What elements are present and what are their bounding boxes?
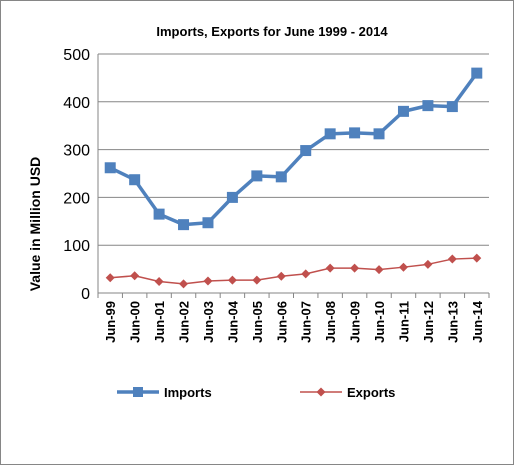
data-point (251, 170, 263, 182)
x-tick-label: Jun-12 (421, 301, 436, 343)
x-tick-label: Jun-03 (201, 301, 216, 343)
data-point (104, 162, 116, 174)
data-point (471, 67, 483, 79)
y-tick-label: 100 (63, 238, 90, 255)
x-tick-label: Jun-02 (177, 301, 192, 343)
data-point (446, 101, 458, 113)
x-tick-label: Jun-05 (250, 301, 265, 343)
y-tick-label: 200 (63, 190, 90, 207)
data-point (203, 276, 213, 286)
data-point (398, 262, 408, 272)
data-point (373, 128, 385, 140)
data-point (325, 263, 335, 273)
x-tick-label: Jun-00 (128, 301, 143, 343)
legend-label: Imports (164, 385, 212, 400)
y-axis-ticks: 0 100 200 300 400 500 (63, 47, 90, 303)
legend-label: Exports (347, 385, 395, 400)
x-tick-label: Jun-99 (103, 301, 118, 343)
x-tick-label: Jun-07 (299, 301, 314, 343)
y-axis-label: Value in Million USD (27, 157, 43, 292)
data-point (350, 263, 360, 273)
data-point (202, 217, 214, 229)
data-point (129, 174, 141, 186)
data-point (275, 171, 287, 183)
data-point (130, 271, 140, 281)
series-line (110, 257, 477, 285)
x-tick-label: Jun-14 (470, 300, 485, 343)
x-tick-label: Jun-10 (372, 301, 387, 343)
x-tick-label: Jun-11 (396, 301, 411, 342)
series-exports (105, 253, 482, 289)
data-point (105, 273, 115, 283)
data-point (324, 128, 336, 140)
data-point (374, 265, 384, 275)
y-tick-label: 300 (63, 143, 90, 160)
series-line (109, 72, 479, 227)
y-tick-label: 500 (63, 47, 90, 64)
data-point (252, 275, 262, 285)
x-tick-label: Jun-06 (274, 301, 289, 343)
x-tick-label: Jun-09 (348, 301, 363, 343)
data-point (349, 127, 361, 139)
x-tick-label: Jun-04 (225, 300, 240, 343)
chart-title: Imports, Exports for June 1999 - 2014 (156, 24, 388, 39)
gridlines (97, 53, 489, 294)
data-point (179, 279, 189, 289)
y-tick-label: 0 (81, 286, 90, 303)
data-point (422, 100, 434, 112)
series-imports (104, 67, 483, 231)
x-tick-label: Jun-13 (445, 301, 460, 343)
data-point (153, 208, 165, 220)
data-point (227, 275, 237, 285)
series-layer (104, 67, 483, 289)
y-tick-label: 400 (63, 95, 90, 112)
x-axis-ticks: Jun-99 Jun-00 Jun-01 Jun-02 Jun-03 Jun-04 Jun-… (97, 293, 490, 343)
legend: Imports Exports (117, 385, 395, 400)
data-point (423, 259, 433, 269)
x-tick-label: Jun-01 (152, 301, 167, 343)
legend-marker (133, 387, 143, 397)
legend-item-exports: Exports (300, 385, 395, 400)
x-tick-label: Jun-08 (323, 301, 338, 343)
data-point (276, 271, 286, 281)
data-point (300, 145, 312, 157)
legend-item-imports: Imports (117, 385, 212, 400)
data-point (397, 105, 409, 117)
data-point (178, 219, 190, 231)
data-point (301, 269, 311, 279)
legend-marker (316, 387, 326, 397)
data-point (154, 277, 164, 287)
data-point (447, 254, 457, 264)
data-point (226, 191, 238, 203)
data-point (472, 253, 482, 263)
